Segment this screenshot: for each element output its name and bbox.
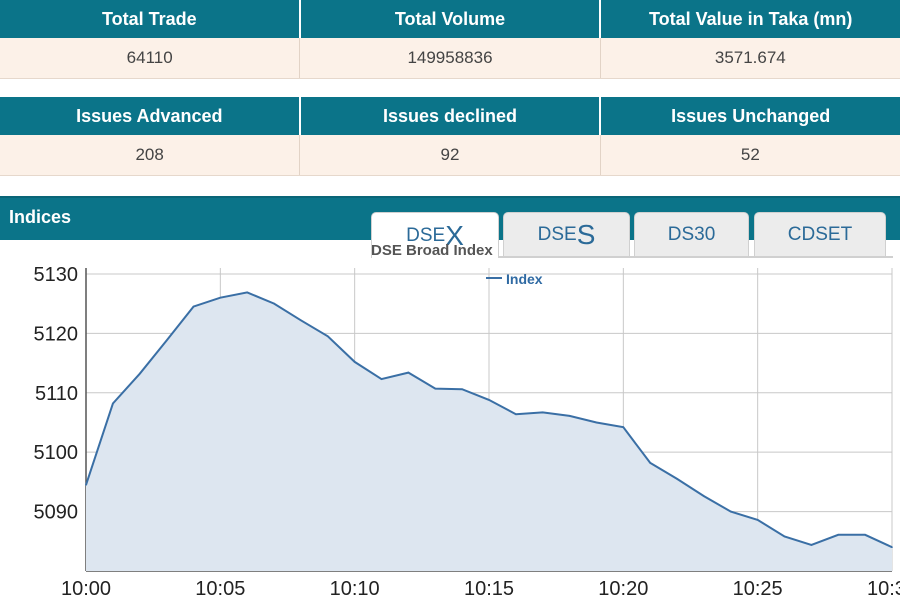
data-point	[891, 546, 893, 548]
tab-dses-prefix: DSE	[537, 223, 577, 245]
data-point	[112, 402, 114, 405]
x-tick-label: 10:10	[330, 578, 380, 600]
y-tick-label: 5110	[35, 383, 78, 405]
issues-declined-value: 92	[299, 135, 599, 175]
data-point	[595, 421, 598, 424]
issues-summary-table: Issues Advanced Issues declined Issues U…	[0, 97, 900, 176]
indices-title: Indices	[9, 207, 72, 227]
data-point	[327, 335, 329, 338]
data-point	[165, 339, 168, 342]
chart-points	[85, 291, 893, 548]
market-summary-value-row: 64110 149958836 3571.674	[0, 38, 900, 79]
issues-advanced-value: 208	[135, 145, 164, 164]
data-point	[192, 305, 195, 308]
data-point	[407, 371, 410, 374]
x-tick-label: 10:25	[733, 578, 783, 600]
issues-value-row: 208 92 52	[0, 135, 900, 176]
data-point	[756, 519, 759, 521]
total-trade-header: Total Trade	[101, 8, 197, 29]
x-tick-label: 10:05	[195, 578, 245, 600]
tab-cdset[interactable]: CDSET	[754, 212, 886, 256]
tab-dsex-prefix: DSE	[406, 224, 446, 246]
data-point	[138, 373, 141, 375]
data-point	[353, 361, 356, 363]
y-axis-ticks: 5090 5100 5110 5120 5130	[34, 264, 79, 524]
data-point	[783, 535, 786, 538]
market-summary-header-row: Total Trade Total Volume Total Value in …	[0, 0, 900, 38]
x-tick-label: 10:20	[598, 578, 648, 600]
issues-advanced-header: Issues Advanced	[76, 105, 223, 126]
chart-title: DSE Broad Index	[371, 242, 493, 259]
data-point	[837, 534, 840, 536]
x-tick-label: 10:00	[61, 578, 111, 600]
data-point	[703, 495, 705, 497]
y-tick-label: 5130	[34, 264, 79, 286]
data-point	[246, 291, 248, 294]
x-axis-ticks: 10:00 10:05 10:10 10:15 10:20 10:25 10:30	[61, 578, 900, 600]
data-point	[810, 544, 813, 546]
tab-cdset-label: CDSET	[787, 223, 853, 245]
y-tick-label: 5090	[34, 502, 79, 524]
data-point	[488, 399, 490, 401]
index-area	[86, 292, 892, 571]
data-point	[515, 413, 517, 415]
data-point	[380, 378, 383, 380]
data-point	[273, 302, 275, 305]
total-volume-value: 149958836	[299, 38, 599, 78]
data-point	[300, 319, 302, 322]
data-point	[622, 426, 625, 428]
data-point	[219, 296, 222, 299]
data-point	[541, 411, 544, 414]
data-point	[676, 478, 678, 480]
index-chart: 5090 5100 5110 5120 5130 10:00 10:05 10:10 10:1…	[34, 242, 900, 600]
y-tick-label: 5120	[34, 323, 79, 345]
data-point	[864, 534, 866, 536]
tab-ds30-label: DS30	[667, 223, 716, 245]
total-value-value: 3571.674	[599, 38, 900, 78]
issues-header-row: Issues Advanced Issues declined Issues U…	[0, 97, 900, 135]
data-point	[434, 387, 437, 390]
issues-unchanged-header: Issues Unchanged	[599, 97, 900, 135]
tab-dses[interactable]: DSE S	[503, 212, 630, 256]
data-point	[730, 510, 732, 513]
x-tick-label: 10:15	[464, 578, 514, 600]
total-trade-value: 64110	[126, 48, 173, 67]
total-value-header: Total Value in Taka (mn)	[599, 0, 900, 38]
legend-index-label: Index	[506, 271, 543, 287]
data-point	[649, 462, 651, 464]
data-point	[85, 484, 87, 486]
data-point	[461, 388, 463, 390]
tab-dses-suffix: S	[576, 218, 596, 250]
issues-declined-header: Issues declined	[298, 97, 600, 135]
y-tick-label: 5100	[34, 442, 79, 464]
data-point	[568, 415, 571, 417]
market-summary-table: Total Trade Total Volume Total Value in …	[0, 0, 900, 79]
issues-unchanged-value: 52	[599, 135, 900, 175]
total-volume-header: Total Volume	[298, 0, 600, 38]
tabs-divider	[499, 256, 893, 258]
tab-dsex[interactable]: DSE X	[371, 212, 499, 258]
tab-ds30[interactable]: DS30	[634, 212, 749, 256]
x-tick-label: 10:30	[867, 578, 900, 600]
tab-dsex-suffix: X	[445, 219, 464, 251]
